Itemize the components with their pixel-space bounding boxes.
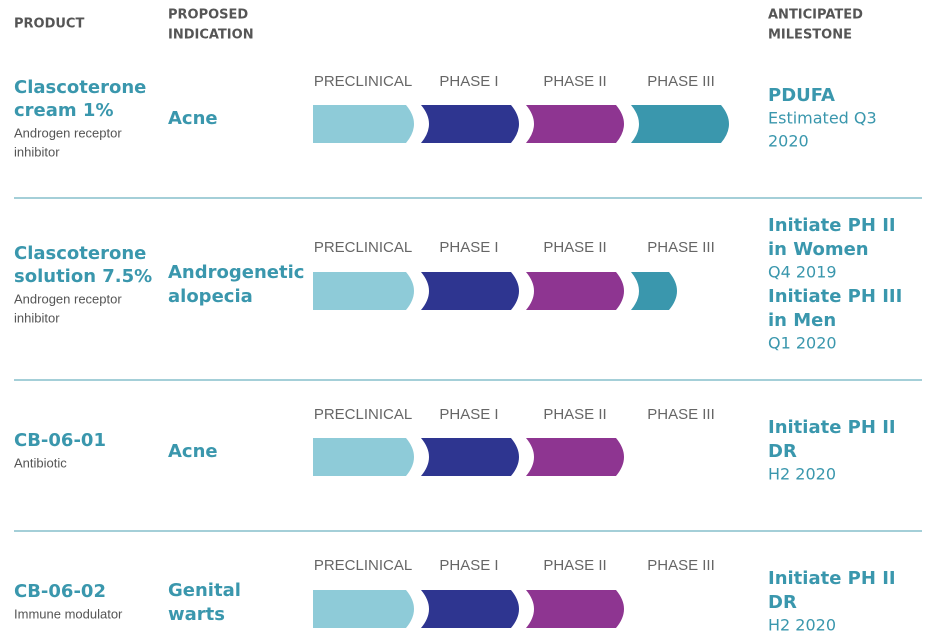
milestone-title: in Men [768,310,836,331]
product-name: cream 1% [14,100,113,121]
phase-label: PHASE III [647,557,715,574]
indication: Acne [168,441,218,462]
phase-label: PHASE III [647,239,715,256]
phase-label: PHASE II [543,557,606,574]
indication: Acne [168,108,218,129]
header-indication: PROPOSED [168,8,248,23]
product-description: inhibitor [14,310,60,325]
phase-label: PRECLINICAL [314,239,412,256]
phase-bar [526,590,624,628]
milestone-title: in Women [768,239,869,260]
phase-label: PHASE I [439,557,498,574]
product-name: Clascoterone [14,77,146,98]
milestone-title: Initiate PH II [768,215,896,236]
phase-label: PHASE II [543,239,606,256]
phase-bar [526,438,624,476]
header-milestone: MILESTONE [768,28,852,43]
phase-bar [631,272,677,310]
phase-label: PHASE I [439,239,498,256]
milestone-date: H2 2020 [768,616,836,635]
phase-bar [313,105,414,143]
milestone-date: H2 2020 [768,465,836,484]
phase-bar [421,590,519,628]
product-name: CB-06-02 [14,581,106,602]
phase-label: PRECLINICAL [314,557,412,574]
phase-label: PRECLINICAL [314,406,412,423]
phase-bar [421,105,519,143]
phase-bar [631,105,729,143]
header-indication: INDICATION [168,28,254,43]
phase-label: PHASE I [439,406,498,423]
product-description: Androgen receptor [14,291,122,306]
phase-label: PHASE III [647,406,715,423]
milestone-title: Initiate PH II [768,417,896,438]
milestone-title: DR [768,592,797,613]
phase-bar [526,272,624,310]
product-description: Immune modulator [14,606,123,621]
phase-bar [421,272,519,310]
milestone-date: Estimated Q3 [768,109,877,128]
phase-bar [313,438,414,476]
indication: alopecia [168,286,253,307]
phase-bar [421,438,519,476]
product-description: Antibiotic [14,455,67,470]
indication: warts [168,604,225,625]
product-description: Androgen receptor [14,125,122,140]
milestone-date: 2020 [768,132,809,151]
milestone-title: PDUFA [768,85,835,106]
phase-label: PRECLINICAL [314,73,412,90]
product-name: solution 7.5% [14,266,152,287]
header-milestone: ANTICIPATED [768,8,863,23]
milestone-date: Q1 2020 [768,334,837,353]
phase-bar [313,272,414,310]
milestone-title: Initiate PH III [768,286,902,307]
product-description: inhibitor [14,144,60,159]
phase-bar [313,590,414,628]
phase-label: PHASE III [647,73,715,90]
product-name: Clascoterone [14,243,146,264]
phase-label: PHASE I [439,73,498,90]
milestone-title: Initiate PH II [768,568,896,589]
indication: Genital [168,580,241,601]
phase-label: PHASE II [543,73,606,90]
indication: Androgenetic [168,262,304,283]
milestone-title: DR [768,441,797,462]
milestone-date: Q4 2019 [768,263,837,282]
header-product: PRODUCT [14,17,84,32]
product-name: CB-06-01 [14,430,106,451]
phase-label: PHASE II [543,406,606,423]
phase-bar [526,105,624,143]
